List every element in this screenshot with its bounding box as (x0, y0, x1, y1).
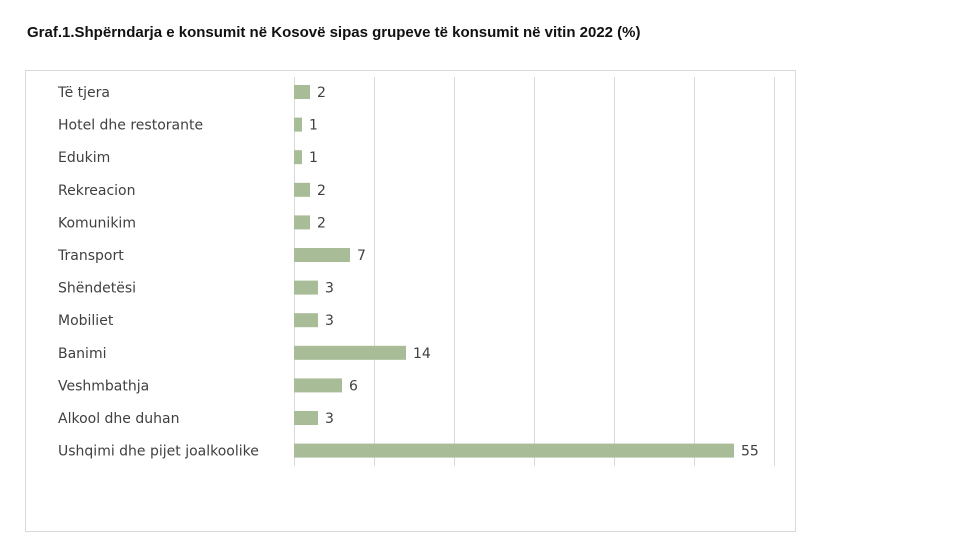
category-label: Të tjera (57, 85, 110, 101)
data-label: 55 (741, 444, 759, 460)
bar (294, 150, 302, 165)
bar (294, 215, 310, 230)
category-label: Ushqimi dhe pijet joalkoolike (58, 444, 259, 460)
category-label: Hotel dhe restorante (58, 118, 203, 134)
category-label: Rekreacion (58, 183, 136, 199)
bar (294, 411, 318, 425)
data-label: 1 (309, 118, 318, 134)
data-label: 14 (413, 346, 431, 362)
bar (294, 117, 302, 132)
data-label: 2 (317, 85, 326, 101)
bar (294, 378, 342, 393)
chart-frame (25, 70, 796, 532)
category-label: Komunikim (58, 215, 136, 231)
bar (294, 345, 406, 360)
data-label: 3 (325, 281, 334, 297)
bar (294, 182, 310, 197)
data-label: 3 (325, 313, 334, 329)
bar (294, 443, 734, 458)
data-label: 1 (309, 150, 318, 166)
bar (294, 280, 318, 295)
bar (294, 85, 310, 99)
category-label: Banimi (58, 346, 106, 362)
chart-title: Graf.1.Shpërndarja e konsumit në Kosovë … (27, 24, 641, 41)
data-label: 6 (349, 378, 358, 394)
category-label: Alkool dhe duhan (58, 411, 179, 427)
data-label: 7 (357, 248, 366, 264)
category-label: Transport (57, 248, 124, 264)
data-label: 3 (325, 411, 334, 427)
data-label: 2 (317, 215, 326, 231)
category-label: Mobiliet (58, 313, 114, 329)
bar (294, 313, 318, 328)
category-label: Edukim (58, 150, 110, 166)
bar (294, 248, 350, 262)
data-label: 2 (317, 183, 326, 199)
category-label: Veshmbathja (58, 378, 149, 394)
category-label: Shëndetësi (58, 281, 136, 297)
